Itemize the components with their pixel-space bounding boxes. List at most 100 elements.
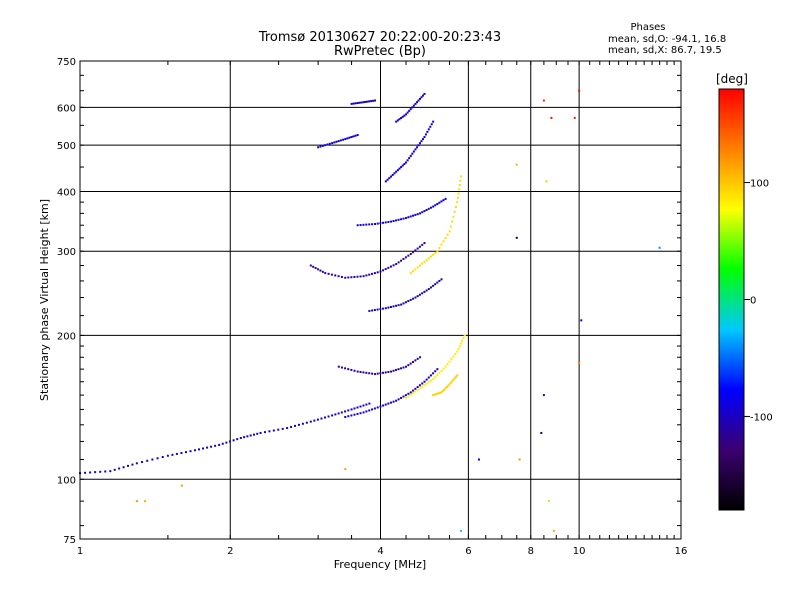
- data-point: [259, 431, 262, 434]
- data-point: [256, 432, 259, 435]
- data-point: [578, 362, 581, 365]
- data-point: [389, 401, 392, 404]
- data-point: [397, 304, 400, 307]
- data-point: [427, 128, 430, 131]
- data-point: [404, 301, 407, 304]
- data-point: [368, 223, 371, 226]
- data-point: [301, 422, 304, 425]
- data-point: [362, 101, 365, 104]
- data-point: [436, 250, 439, 253]
- data-point: [331, 414, 334, 417]
- data-point: [518, 458, 521, 461]
- data-point: [405, 396, 408, 399]
- data-point: [384, 268, 387, 271]
- data-point: [446, 233, 449, 236]
- data-point: [436, 373, 439, 376]
- data-point: [368, 402, 371, 405]
- data-point: [344, 276, 347, 279]
- data-point: [421, 211, 424, 214]
- data-point: [221, 442, 224, 445]
- data-point: [397, 368, 400, 371]
- x-tick-label: 2: [227, 546, 233, 557]
- data-point: [458, 184, 461, 187]
- data-point: [434, 204, 437, 207]
- data-point: [395, 170, 398, 173]
- stats-line-o: mean, sd,O: -94.1, 16.8: [608, 34, 726, 45]
- data-point: [144, 500, 147, 503]
- data-point: [89, 471, 92, 474]
- data-point: [438, 201, 441, 204]
- chart-subtitle: RwPretec (Bp): [334, 44, 426, 59]
- data-point: [387, 266, 390, 269]
- data-point: [452, 378, 455, 381]
- data-point: [141, 461, 144, 464]
- data-point: [337, 365, 340, 368]
- data-point: [350, 408, 353, 411]
- data-point: [434, 393, 437, 396]
- data-point: [344, 367, 347, 370]
- data-point: [388, 177, 391, 180]
- data-point: [135, 462, 138, 465]
- data-point: [409, 393, 412, 396]
- data-point: [445, 386, 448, 389]
- data-point: [243, 436, 246, 439]
- data-point: [365, 403, 368, 406]
- data-point: [392, 369, 395, 372]
- data-point: [432, 120, 435, 123]
- data-point: [444, 197, 447, 200]
- data-point: [189, 450, 192, 453]
- data-point: [356, 370, 359, 373]
- data-point: [416, 247, 419, 250]
- data-point: [359, 224, 362, 227]
- data-point: [379, 308, 382, 311]
- data-point: [477, 458, 480, 461]
- data-point: [356, 102, 359, 105]
- data-point: [384, 180, 387, 183]
- data-point: [392, 264, 395, 267]
- data-point: [418, 384, 421, 387]
- data-point: [409, 362, 412, 365]
- data-point: [432, 378, 435, 381]
- data-point: [540, 431, 543, 434]
- data-point: [340, 366, 343, 369]
- data-point: [462, 337, 465, 340]
- data-point: [658, 246, 661, 249]
- data-point: [376, 222, 379, 225]
- data-point: [457, 347, 460, 350]
- data-point: [312, 265, 315, 268]
- y-axis-label: Stationary phase Virtual Height [km]: [38, 199, 51, 401]
- data-point: [456, 196, 459, 199]
- data-point: [348, 136, 351, 139]
- data-point: [320, 417, 323, 420]
- data-point: [432, 284, 435, 287]
- data-point: [407, 364, 410, 367]
- data-point: [376, 406, 379, 409]
- data-point: [382, 269, 385, 272]
- data-point: [290, 425, 293, 428]
- colorbar-tick-label: -100: [750, 412, 773, 423]
- data-point: [542, 99, 545, 102]
- data-point: [350, 368, 353, 371]
- data-point: [409, 272, 412, 275]
- data-point: [214, 444, 217, 447]
- data-point: [353, 275, 356, 278]
- data-point: [453, 210, 456, 213]
- data-point: [427, 376, 430, 379]
- data-point: [412, 251, 415, 254]
- data-point: [411, 106, 414, 109]
- data-point: [430, 123, 433, 126]
- data-point: [356, 406, 359, 409]
- data-point: [344, 138, 347, 141]
- data-point: [360, 101, 363, 104]
- data-point: [461, 339, 464, 342]
- data-point: [438, 279, 441, 282]
- data-point: [391, 173, 394, 176]
- data-point: [337, 275, 340, 278]
- data-point: [379, 372, 382, 375]
- data-point: [365, 274, 368, 277]
- data-point: [454, 206, 457, 209]
- data-point: [414, 148, 417, 151]
- data-point: [580, 319, 583, 322]
- x-tick-label: 6: [465, 546, 471, 557]
- data-point: [423, 380, 426, 383]
